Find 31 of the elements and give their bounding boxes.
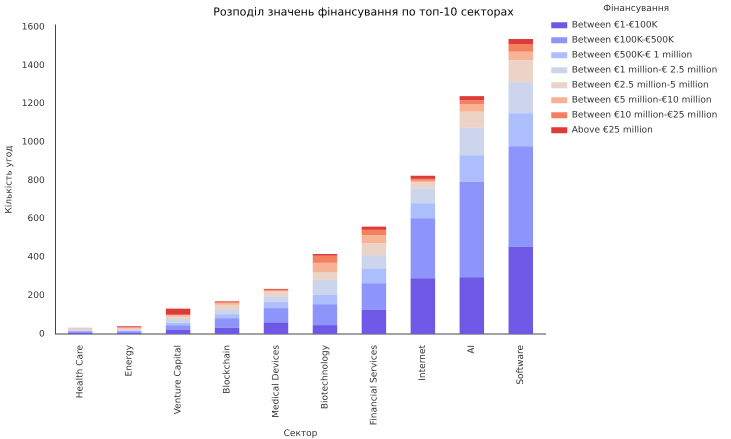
x-tick-label: Venture Capital — [173, 344, 184, 414]
chart-title: Розподіл значень фінансування по топ-10 секторах — [213, 5, 514, 18]
x-tick-label: Biotechnology — [320, 344, 330, 410]
legend-label: Between €10 million-€25 million — [572, 110, 718, 121]
legend-label: Above €25 million — [572, 126, 653, 136]
y-tick-label: 1000 — [22, 138, 45, 148]
legend-label: Between €500K-€ 1 million — [572, 50, 692, 61]
legend-label: Between €5 million-€10 million — [572, 96, 712, 106]
legend-label: Between €2.5 million-5 million — [572, 80, 709, 91]
y-tick-label: 600 — [28, 214, 45, 224]
y-axis-title: Кількість угод — [4, 146, 15, 214]
legend-label: Between €1-€100K — [572, 20, 659, 31]
x-tick-label: Financial Services — [369, 344, 380, 426]
legend-label: Between €100K-€500K — [572, 36, 676, 46]
y-tick-label: 400 — [28, 252, 45, 263]
x-tick-label: Energy — [124, 344, 134, 376]
legend-label: Between €1 million-€ 2.5 million — [572, 66, 718, 76]
x-tick-label: Internet — [418, 344, 428, 381]
y-tick-label: 0 — [38, 329, 45, 340]
y-tick-label: 1200 — [22, 99, 45, 110]
y-tick-label: 800 — [28, 176, 45, 186]
legend-title: Фінансування — [603, 4, 670, 14]
y-tick-label: 1400 — [22, 60, 45, 71]
x-tick-label: Software — [516, 344, 526, 385]
x-tick-label: Medical Devices — [271, 344, 282, 418]
x-tick-label: AI — [467, 344, 478, 354]
x-tick-label: Health Care — [76, 344, 86, 398]
x-tick-label: Blockchain — [222, 344, 232, 394]
y-tick-label: 1600 — [22, 22, 45, 32]
x-axis-title: Сектор — [284, 428, 318, 439]
y-tick-label: 200 — [28, 290, 45, 301]
